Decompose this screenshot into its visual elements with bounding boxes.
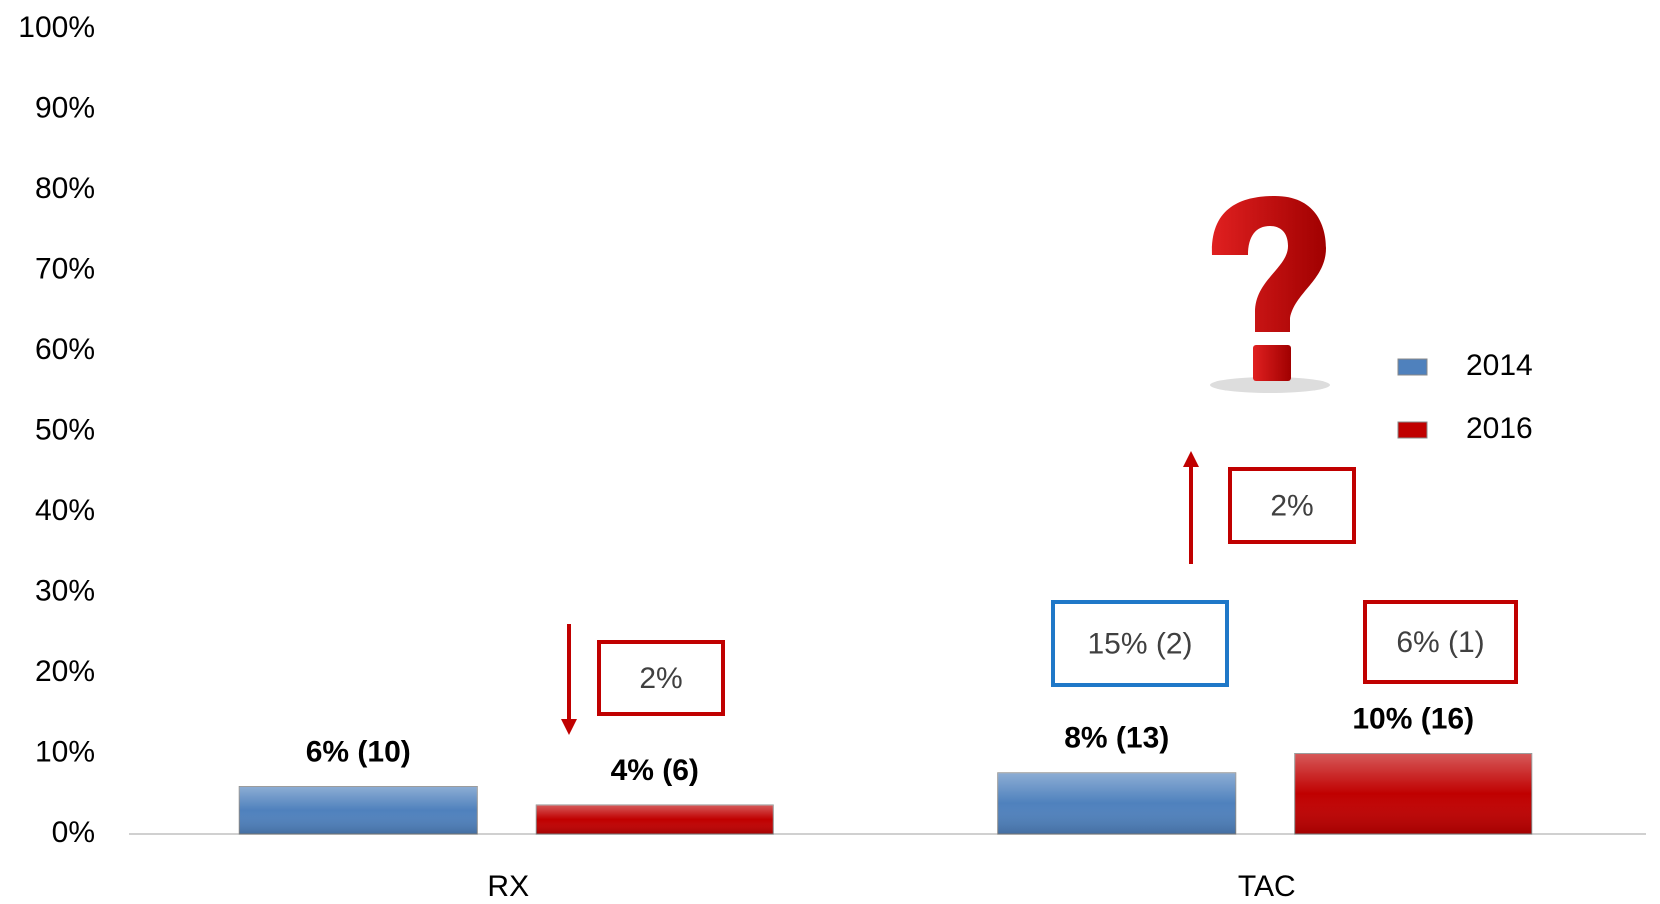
arrow-head — [1183, 451, 1199, 467]
y-tick-label: 30% — [35, 574, 95, 607]
bar-shine — [239, 786, 478, 834]
legend-label: 2016 — [1466, 412, 1533, 445]
legend-swatch — [1397, 421, 1428, 439]
bar-shine — [536, 805, 774, 834]
annotation-text: 15% (2) — [1087, 627, 1192, 660]
y-tick-label: 70% — [35, 252, 95, 285]
annotation-box — [1228, 467, 1356, 544]
annotation-box — [1051, 600, 1229, 687]
value-label: 6% (10) — [306, 735, 411, 768]
y-tick-label: 50% — [35, 413, 95, 446]
x-tick-label: TAC — [1238, 870, 1296, 903]
annotation-text: 6% (1) — [1396, 626, 1484, 659]
legend-swatch — [1397, 358, 1428, 376]
arrow-head — [561, 719, 577, 735]
y-tick-label: 40% — [35, 494, 95, 527]
value-label: 10% (16) — [1352, 702, 1474, 735]
question-icon — [1210, 196, 1330, 393]
value-label: 8% (13) — [1064, 722, 1169, 755]
y-tick-label: 100% — [18, 11, 95, 44]
y-tick-label: 0% — [52, 816, 95, 849]
y-tick-label: 90% — [35, 91, 95, 124]
bar-shine — [997, 772, 1236, 834]
y-tick-label: 10% — [35, 735, 95, 768]
x-tick-label: RX — [487, 870, 529, 903]
annotation-text: 2% — [1270, 489, 1313, 522]
legend-label: 2014 — [1466, 349, 1533, 382]
y-tick-label: 60% — [35, 333, 95, 366]
annotation-text: 2% — [639, 662, 682, 695]
annotation-box — [1363, 600, 1518, 684]
y-tick-label: 80% — [35, 172, 95, 205]
value-label: 4% (6) — [611, 754, 699, 787]
bar-shine — [1294, 753, 1532, 834]
y-tick-label: 20% — [35, 655, 95, 688]
annotation-box — [597, 640, 725, 716]
